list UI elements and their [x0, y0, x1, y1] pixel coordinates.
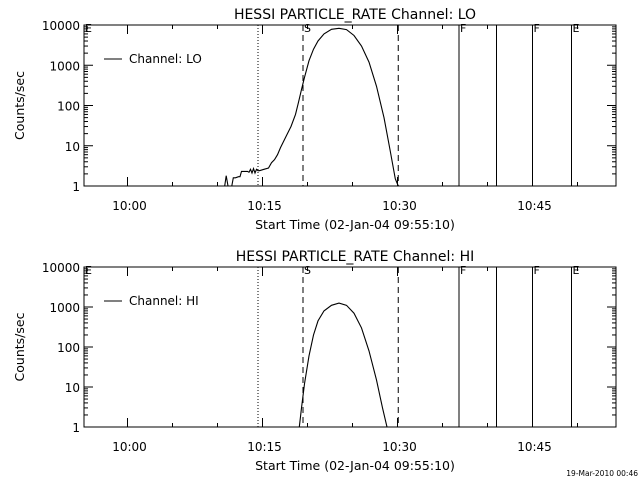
- y-tick-label: 1: [72, 180, 80, 194]
- x-tick-label: 10:00: [112, 440, 147, 454]
- series-line: [298, 302, 388, 428]
- series-line: [224, 27, 399, 187]
- panel-lo-channel: HESSI PARTICLE_RATE Channel: LO Counts/se…: [12, 7, 617, 232]
- event-flag-S: S: [304, 264, 311, 277]
- plot-frame: [83, 24, 617, 187]
- event-flag-E: E: [573, 22, 580, 35]
- x-tick-label: 10:30: [382, 440, 417, 454]
- x-tick-label: 10:15: [247, 440, 282, 454]
- event-flag-F: F: [534, 264, 540, 277]
- event-flag-corner: E: [85, 22, 92, 35]
- event-flag-F: F: [460, 264, 466, 277]
- timestamp-footer: 19-Mar-2010 00:46: [566, 469, 638, 478]
- y-tick-label: 10: [65, 381, 80, 395]
- legend-label: Channel: HI: [129, 294, 199, 308]
- y-tick-label: 100: [57, 100, 80, 114]
- event-flag-F: F: [460, 22, 466, 35]
- x-tick-label: 10:15: [247, 199, 282, 213]
- y-axis-label: Counts/sec: [12, 71, 27, 140]
- event-flag-F: F: [534, 22, 540, 35]
- x-axis-label: Start Time (02-Jan-04 09:55:10): [255, 458, 455, 473]
- y-tick-label: 100: [57, 341, 80, 355]
- x-tick-label: 10:45: [517, 440, 552, 454]
- event-flag-S: S: [304, 22, 311, 35]
- chart-title: HESSI PARTICLE_RATE Channel: LO: [234, 7, 476, 23]
- x-axis-label: Start Time (02-Jan-04 09:55:10): [255, 217, 455, 232]
- panel-hi-channel: HESSI PARTICLE_RATE Channel: HI Counts/se…: [12, 249, 617, 473]
- x-tick-label: 10:00: [112, 199, 147, 213]
- legend-label: Channel: LO: [129, 52, 202, 66]
- y-tick-label: 10: [65, 140, 80, 154]
- event-flag-corner: E: [85, 264, 92, 277]
- y-tick-label: 1: [72, 421, 80, 435]
- y-tick-label: 10000: [42, 261, 80, 275]
- x-tick-label: 10:45: [517, 199, 552, 213]
- chart-title: HESSI PARTICLE_RATE Channel: HI: [236, 249, 474, 265]
- event-flag-E: E: [573, 264, 580, 277]
- y-tick-label: 1000: [49, 301, 80, 315]
- plot-frame: [83, 266, 617, 428]
- x-tick-label: 10:30: [382, 199, 417, 213]
- y-tick-label: 10000: [42, 19, 80, 33]
- y-tick-label: 1000: [49, 59, 80, 73]
- y-axis-label: Counts/sec: [12, 312, 27, 381]
